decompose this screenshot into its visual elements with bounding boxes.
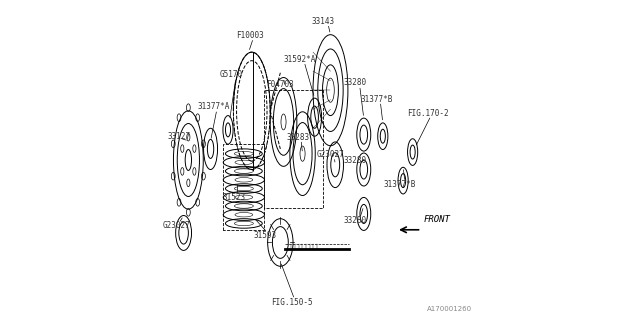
Text: 33280: 33280 (344, 78, 367, 87)
Text: F10003: F10003 (236, 31, 264, 40)
Text: FIG.150-5: FIG.150-5 (271, 298, 312, 307)
Text: 33280: 33280 (344, 216, 367, 225)
Text: 33283: 33283 (287, 133, 310, 142)
Text: 33143: 33143 (312, 17, 335, 26)
Text: 33280: 33280 (344, 156, 367, 165)
Text: 31592*A: 31592*A (283, 55, 316, 64)
Text: FRONT: FRONT (423, 215, 450, 224)
Text: FIG.170-2: FIG.170-2 (407, 108, 449, 117)
Text: 31523: 31523 (222, 193, 245, 202)
Text: G5170: G5170 (220, 70, 243, 79)
Text: A170001260: A170001260 (427, 306, 472, 312)
Text: 31377*A: 31377*A (198, 102, 230, 111)
Text: 33127: 33127 (167, 132, 190, 141)
Text: G23027: G23027 (317, 150, 344, 159)
Text: G23027: G23027 (163, 220, 191, 229)
Text: 31377*B: 31377*B (360, 95, 393, 104)
Text: F04703: F04703 (266, 80, 294, 89)
Text: 31377*B: 31377*B (384, 180, 416, 189)
Text: 31593: 31593 (254, 231, 277, 240)
